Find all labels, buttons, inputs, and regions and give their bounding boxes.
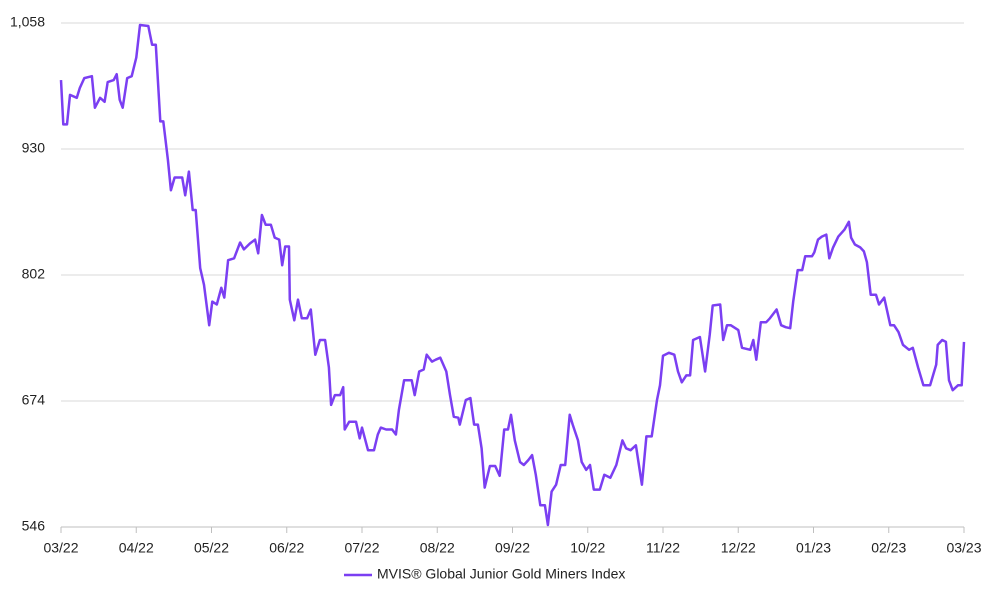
data-line (59, 23, 966, 527)
x-tick-label: 11/22 (646, 540, 680, 556)
x-tick-label: 03/22 (43, 540, 78, 556)
y-tick-label: 802 (22, 266, 46, 282)
x-tick-label: 10/22 (570, 540, 605, 556)
x-tick-label: 04/22 (119, 540, 154, 556)
x-tick-label: 05/22 (194, 540, 229, 556)
x-tick-label: 12/22 (721, 540, 756, 556)
x-tick-label: 08/22 (420, 540, 455, 556)
y-tick-label: 546 (22, 518, 46, 534)
y-tick-label: 1,058 (10, 14, 45, 30)
x-tick-label: 02/23 (871, 540, 906, 556)
x-tick-label: 01/23 (796, 540, 831, 556)
legend-label: MVIS® Global Junior Gold Miners Index (377, 566, 625, 582)
x-tick-label: 07/22 (344, 540, 379, 556)
x-tick-label: 06/22 (269, 540, 304, 556)
y-tick-label: 674 (22, 392, 46, 408)
x-tick-label: 03/23 (946, 540, 981, 556)
y-tick-label: 930 (22, 140, 46, 156)
x-tick-label: 09/22 (495, 540, 530, 556)
